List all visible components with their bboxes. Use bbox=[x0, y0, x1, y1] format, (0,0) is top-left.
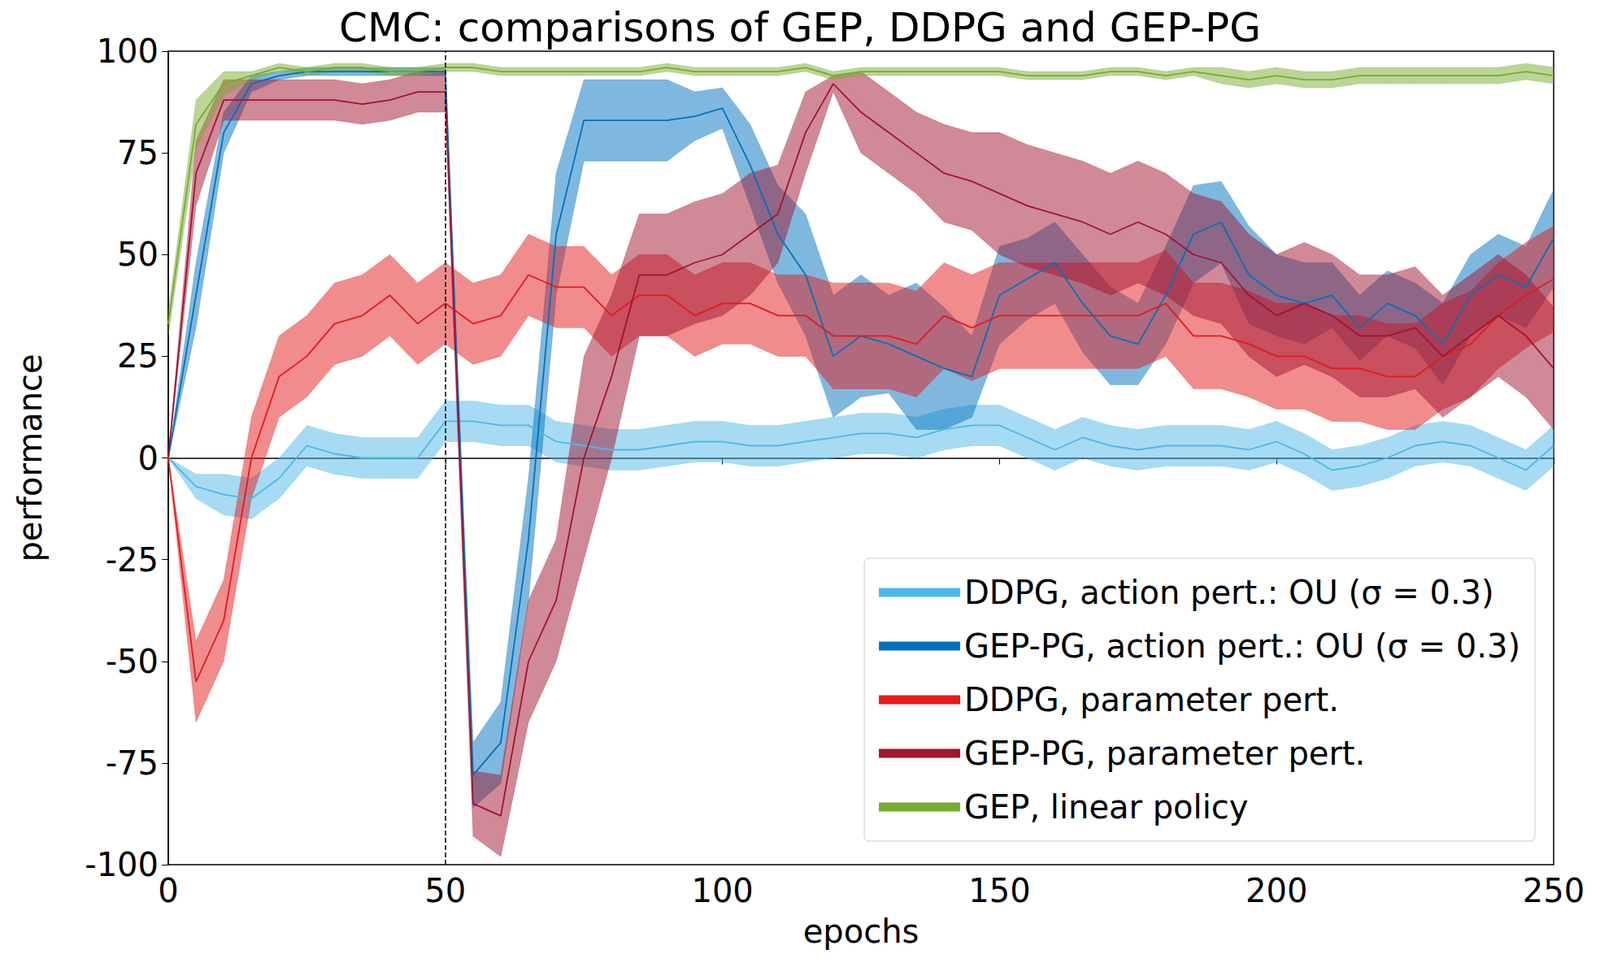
svg-text:200: 200 bbox=[1245, 872, 1308, 910]
svg-text:-75: -75 bbox=[105, 744, 159, 783]
svg-text:CMC: comparisons of GEP, DDPG: CMC: comparisons of GEP, DDPG and GEP-PG bbox=[339, 4, 1261, 52]
svg-text:-25: -25 bbox=[105, 541, 159, 579]
svg-text:0: 0 bbox=[157, 872, 179, 910]
svg-text:DDPG, action pert.: OU (σ = 0.: DDPG, action pert.: OU (σ = 0.3) bbox=[964, 573, 1495, 612]
svg-text:250: 250 bbox=[1522, 872, 1585, 910]
svg-text:25: 25 bbox=[117, 337, 159, 375]
svg-text:-100: -100 bbox=[84, 846, 159, 884]
svg-text:75: 75 bbox=[117, 134, 159, 172]
svg-text:GEP-PG, action pert.: OU (σ =: GEP-PG, action pert.: OU (σ = 0.3) bbox=[964, 627, 1521, 666]
svg-text:epochs: epochs bbox=[803, 913, 920, 951]
svg-text:performance: performance bbox=[11, 353, 49, 562]
svg-text:150: 150 bbox=[968, 872, 1031, 910]
svg-text:-50: -50 bbox=[105, 643, 159, 681]
svg-text:50: 50 bbox=[117, 235, 159, 274]
svg-text:0: 0 bbox=[138, 439, 159, 478]
svg-text:100: 100 bbox=[691, 872, 753, 910]
svg-text:100: 100 bbox=[96, 32, 159, 70]
svg-text:50: 50 bbox=[424, 872, 466, 910]
svg-text:GEP-PG, parameter pert.: GEP-PG, parameter pert. bbox=[964, 734, 1366, 773]
svg-text:DDPG, parameter pert.: DDPG, parameter pert. bbox=[964, 681, 1340, 719]
svg-text:GEP, linear policy: GEP, linear policy bbox=[964, 788, 1248, 827]
